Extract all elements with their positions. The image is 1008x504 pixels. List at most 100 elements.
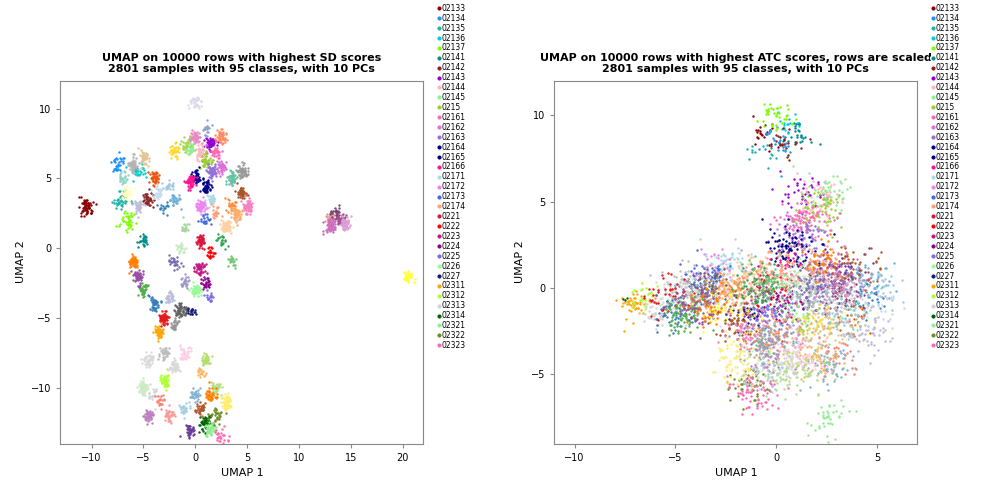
Point (805, 213, 822, 221)
Point (668, 289, 684, 297)
Point (173, 403, 190, 411)
Point (153, 405, 169, 413)
Point (321, 226, 337, 234)
Point (831, 250, 847, 258)
Point (124, 166, 140, 174)
Point (134, 290, 150, 298)
Point (679, 279, 696, 287)
Point (827, 264, 843, 272)
Point (231, 171, 247, 179)
Point (752, 380, 768, 388)
Point (792, 208, 808, 216)
Point (684, 303, 701, 311)
Point (760, 327, 776, 335)
Point (406, 275, 422, 283)
Point (803, 285, 820, 293)
Point (763, 369, 779, 377)
Point (746, 274, 762, 282)
Point (788, 240, 804, 248)
Point (850, 298, 866, 306)
Point (665, 292, 681, 300)
Point (736, 302, 752, 310)
Point (662, 299, 678, 307)
Point (755, 344, 771, 352)
Point (149, 392, 165, 400)
Point (202, 147, 218, 155)
Point (156, 374, 172, 383)
Point (114, 193, 130, 201)
Point (802, 256, 818, 264)
Point (194, 233, 210, 241)
Point (776, 359, 792, 367)
Point (809, 371, 826, 379)
Point (342, 221, 358, 229)
Point (760, 329, 776, 337)
Point (214, 132, 230, 140)
Point (781, 380, 797, 388)
Point (803, 270, 820, 278)
Point (196, 184, 212, 193)
Point (128, 276, 144, 284)
Point (750, 134, 766, 142)
Point (145, 410, 161, 418)
Point (790, 341, 806, 349)
Point (164, 364, 180, 372)
Point (734, 255, 750, 263)
Point (202, 215, 218, 223)
Point (156, 375, 172, 384)
Point (799, 228, 815, 236)
Point (164, 142, 180, 150)
Point (750, 368, 766, 376)
Point (77, 203, 93, 211)
Point (818, 279, 835, 287)
Point (835, 330, 851, 338)
Point (166, 194, 182, 202)
Point (658, 308, 674, 316)
Point (169, 245, 185, 253)
Point (790, 125, 806, 134)
Point (206, 406, 222, 414)
Point (725, 287, 741, 295)
Point (175, 346, 192, 354)
Point (732, 286, 748, 294)
Point (183, 426, 200, 434)
Point (148, 327, 164, 335)
Point (830, 274, 846, 282)
Point (653, 306, 669, 314)
Point (199, 149, 215, 157)
Point (737, 317, 753, 325)
Point (122, 263, 138, 271)
Point (232, 189, 248, 197)
Point (820, 271, 836, 279)
Point (839, 270, 855, 278)
Point (196, 156, 212, 164)
Point (801, 288, 817, 296)
Point (857, 264, 873, 272)
Point (682, 284, 699, 292)
Point (811, 317, 828, 325)
Point (733, 289, 749, 297)
Point (792, 255, 808, 263)
Point (214, 165, 230, 173)
Point (838, 291, 854, 299)
Point (783, 241, 799, 249)
Point (795, 312, 811, 320)
Point (135, 157, 151, 165)
Point (152, 312, 168, 320)
Point (824, 287, 840, 295)
Point (708, 307, 724, 316)
Point (195, 157, 211, 165)
Point (331, 215, 347, 223)
Point (164, 360, 180, 368)
Point (710, 289, 726, 297)
Point (123, 257, 139, 265)
Point (823, 281, 839, 289)
Point (178, 148, 195, 156)
Point (333, 218, 349, 226)
Point (218, 129, 234, 137)
Point (760, 280, 776, 288)
Point (121, 257, 137, 265)
Point (788, 363, 804, 371)
Point (204, 352, 220, 360)
Point (115, 213, 131, 221)
